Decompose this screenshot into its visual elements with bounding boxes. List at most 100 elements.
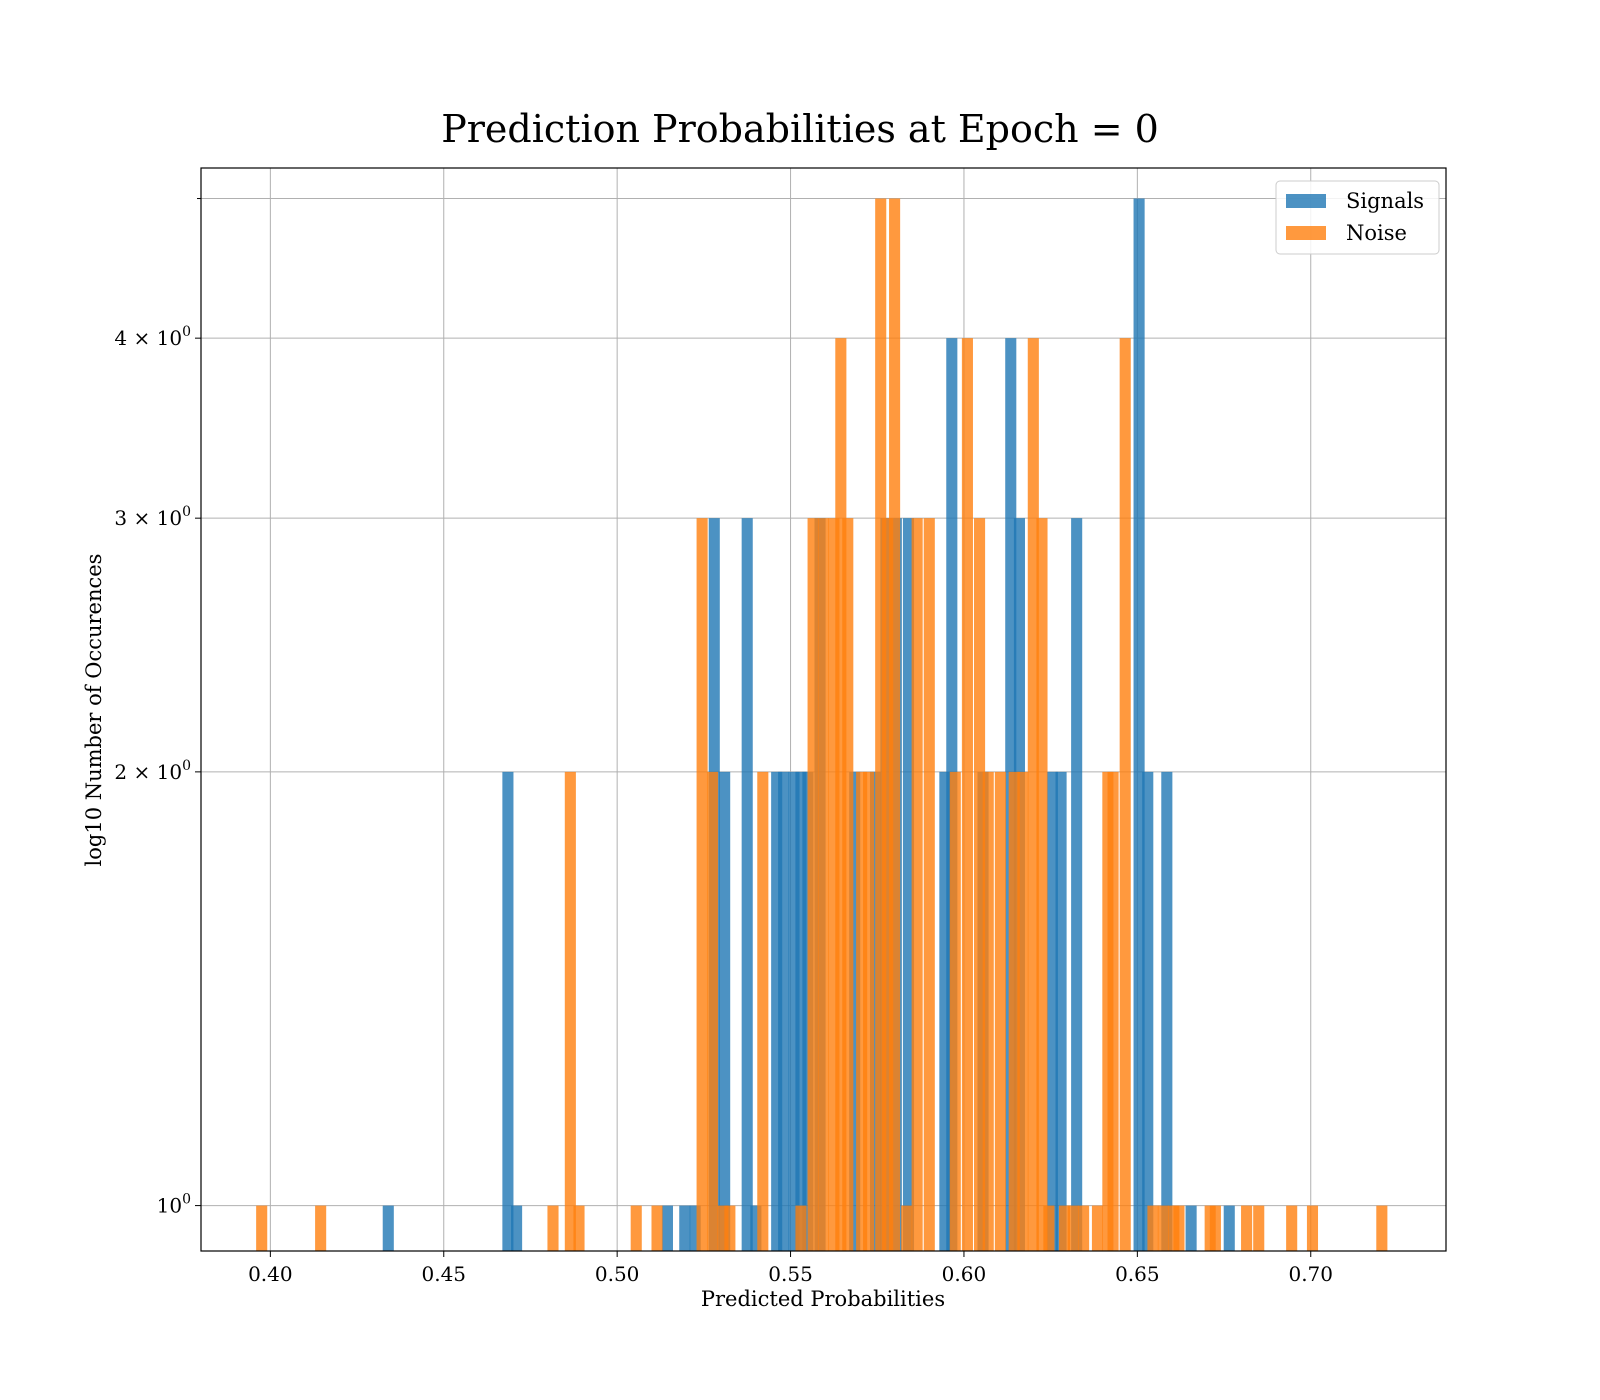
noise-bar xyxy=(256,1205,268,1251)
signals-bar xyxy=(1133,198,1145,1252)
signals-bar xyxy=(902,518,915,1251)
noise-bar xyxy=(1107,771,1119,1251)
signals-bar xyxy=(778,771,790,1251)
noise-bar xyxy=(807,518,819,1251)
x-tick-label: 0.40 xyxy=(248,1262,293,1286)
plot-frame xyxy=(200,167,1447,1252)
signals-bar xyxy=(771,771,783,1251)
signals-bar xyxy=(1223,1205,1235,1251)
signals-bar xyxy=(939,771,951,1251)
signals-bar xyxy=(382,1205,394,1251)
signals-bar xyxy=(679,1205,691,1251)
noise-bar xyxy=(1058,1205,1071,1251)
noise-bar xyxy=(923,518,935,1251)
noise-bar xyxy=(315,1205,327,1251)
legend-label-signals: Signals xyxy=(1346,189,1424,213)
signals-bar xyxy=(741,518,753,1251)
y-tick-base: 4 × 10 xyxy=(114,326,182,350)
x-tick-label: 0.55 xyxy=(768,1262,813,1286)
signals-bar xyxy=(1071,518,1083,1251)
y-tick-exponent: 0 xyxy=(182,758,191,774)
noise-bar xyxy=(651,1205,663,1251)
noise-bar xyxy=(856,771,868,1251)
noise-bar xyxy=(1157,1205,1169,1251)
legend: Signals Noise xyxy=(1275,180,1440,255)
noise-bar xyxy=(1241,1205,1253,1251)
y-tick-base: 2 × 10 xyxy=(114,760,182,784)
signals-bar xyxy=(1055,771,1067,1251)
legend-swatch-noise xyxy=(1286,226,1326,240)
noise-bar xyxy=(974,518,986,1251)
noise-bar xyxy=(1027,338,1039,1251)
noise-bar xyxy=(757,771,769,1251)
signals-bar xyxy=(788,771,800,1251)
signals-bar xyxy=(795,771,807,1251)
y-tick-exponent: 0 xyxy=(182,1192,191,1208)
signals-bar xyxy=(750,1205,762,1251)
noise-bar xyxy=(1209,1205,1221,1251)
signals-bar xyxy=(1185,1205,1197,1251)
y-tick-label: 4 × 100 xyxy=(114,324,191,350)
noise-bar xyxy=(1376,1205,1388,1251)
x-tick-label: 0.60 xyxy=(942,1262,987,1286)
noise-bar xyxy=(889,198,901,1252)
signals-bar xyxy=(689,1205,701,1251)
noise-bar xyxy=(1306,1205,1319,1251)
x-tick-label: 0.65 xyxy=(1115,1262,1160,1286)
noise-bar xyxy=(882,518,894,1251)
noise-bar xyxy=(1043,1205,1055,1251)
noise-bar xyxy=(717,1205,729,1251)
noise-bar xyxy=(630,1205,642,1251)
noise-bar xyxy=(795,1205,807,1251)
noise-bar xyxy=(573,1205,585,1251)
noise-bar xyxy=(961,338,973,1251)
y-tick-label: 3 × 100 xyxy=(114,504,191,530)
x-tick-label: 0.70 xyxy=(1288,1262,1333,1286)
noise-bar xyxy=(1008,771,1020,1251)
noise-bar xyxy=(706,771,719,1251)
y-tick-label: 100 xyxy=(157,1192,191,1218)
noise-bar xyxy=(1067,1205,1079,1251)
signals-bar xyxy=(849,771,861,1251)
noise-bar xyxy=(994,771,1006,1251)
noise-bar xyxy=(835,338,847,1251)
noise-bar xyxy=(828,518,840,1251)
bars xyxy=(256,198,1388,1252)
signals-bar xyxy=(661,1205,673,1251)
noise-bar xyxy=(1119,338,1131,1251)
noise-bar xyxy=(1091,1205,1104,1251)
noise-bar xyxy=(863,771,875,1251)
noise-bar xyxy=(842,518,854,1251)
y-tick-base: 3 × 10 xyxy=(114,506,182,530)
x-tick-label: 0.45 xyxy=(421,1262,466,1286)
noise-bar xyxy=(901,1205,913,1251)
x-axis-title: Predicted Probabilities xyxy=(701,1287,945,1311)
noise-bar xyxy=(875,198,887,1252)
noise-bar xyxy=(1078,1205,1090,1251)
noise-bar xyxy=(696,518,708,1251)
noise-bar xyxy=(1173,1205,1185,1251)
noise-bar xyxy=(982,771,994,1251)
y-axis-title: log10 Number of Occurences xyxy=(82,554,106,867)
noise-bar xyxy=(817,518,830,1251)
signals-bar xyxy=(1142,771,1154,1251)
noise-bar xyxy=(911,518,923,1251)
noise-bar xyxy=(1017,771,1029,1251)
noise-bar xyxy=(1286,1205,1298,1251)
legend-swatch-signals xyxy=(1286,194,1326,208)
signals-bar xyxy=(511,1205,523,1251)
y-tick-exponent: 0 xyxy=(182,324,191,340)
noise-bar xyxy=(724,1205,736,1251)
noise-bar xyxy=(1147,1205,1159,1251)
noise-bar xyxy=(949,771,961,1251)
noise-bar xyxy=(564,771,576,1251)
noise-bar xyxy=(547,1205,559,1251)
signals-bar xyxy=(1046,771,1058,1251)
y-tick-label: 2 × 100 xyxy=(114,758,191,784)
y-tick-exponent: 0 xyxy=(182,504,191,520)
signals-bar xyxy=(502,771,514,1251)
noise-bar xyxy=(1253,1205,1265,1251)
chart-title: Prediction Probabilities at Epoch = 0 xyxy=(441,107,1159,151)
